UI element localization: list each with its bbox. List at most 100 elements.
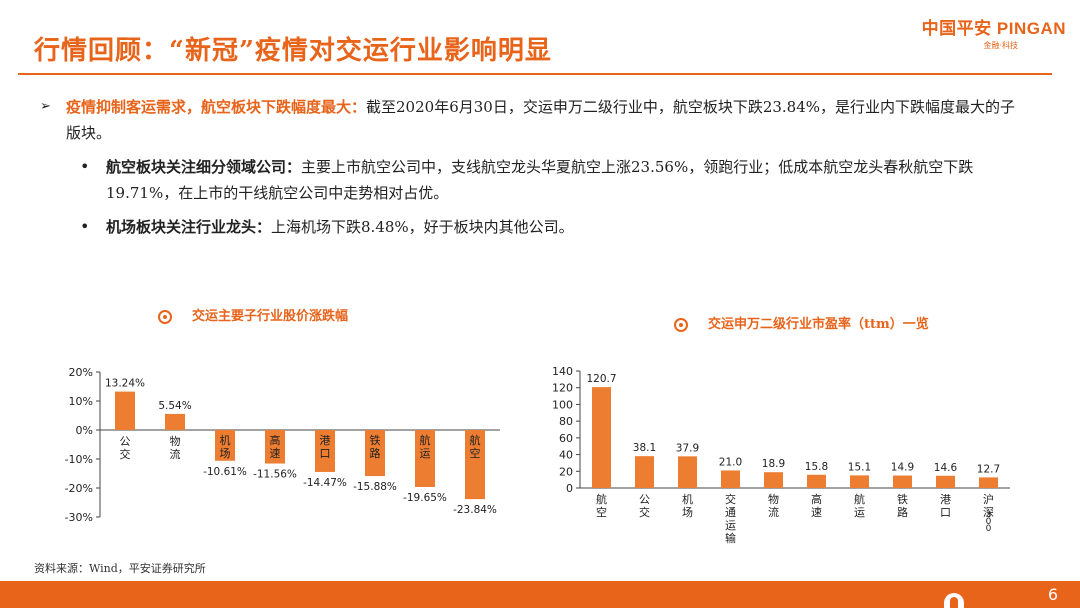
data-label: 5.54%	[158, 400, 191, 412]
x-tick-label: 运	[420, 447, 431, 460]
x-tick-label: 流	[170, 447, 181, 461]
y-tick-label: 40	[559, 449, 573, 462]
company-logo: 中国平安 PINGAN 金融·科技	[922, 14, 1066, 51]
bar	[165, 413, 185, 430]
y-tick-label: 20	[559, 465, 573, 478]
bar	[893, 475, 912, 488]
bullet-sub-1: • 航空板块关注细分领域公司：主要上市航空公司中，支线航空龙头华夏航空上涨23.…	[40, 154, 1030, 206]
x-tick-label: 航	[854, 492, 865, 506]
data-label: 15.1	[848, 461, 871, 473]
chart1-title: 交运主要子行业股价涨跌幅	[158, 305, 348, 324]
target-icon	[674, 317, 688, 332]
pingan-mark-icon	[944, 593, 964, 608]
x-tick-label: 航	[596, 492, 607, 506]
chart2-title-text: 交运申万二级行业市盈率（ttm）一览	[708, 317, 929, 332]
data-label: 14.9	[891, 462, 914, 474]
x-tick-label: 沪	[983, 492, 994, 506]
x-tick-label: 场	[220, 446, 231, 460]
data-label: -15.88%	[353, 481, 397, 493]
x-tick-label: 速	[811, 506, 822, 519]
y-tick-label: 120	[552, 382, 573, 395]
y-tick-label: 60	[559, 432, 573, 445]
y-tick-label: -10%	[65, 453, 93, 466]
bar	[115, 391, 135, 430]
x-tick-label: 口	[940, 506, 951, 519]
bar	[850, 475, 869, 488]
source-note: 资料来源：Wind，平安证券研究所	[34, 562, 206, 575]
bullet-main-heading: 疫情抑制客运需求，航空板块下跌幅度最大：	[66, 98, 367, 116]
x-tick-label: 交	[639, 505, 650, 519]
data-label: 120.7	[586, 373, 616, 385]
bullet-main-text: 截至2020年6月30日，交运申万二级行业中，航空板块下跌23.84%，是行业内…	[66, 98, 1016, 142]
y-tick-label: 10%	[69, 395, 93, 408]
x-tick-label: 场	[682, 505, 693, 519]
title-divider	[18, 73, 1052, 75]
bar	[807, 474, 826, 488]
x-tick-label: 港	[940, 493, 951, 506]
dot-bullet-icon: •	[80, 217, 90, 236]
bar	[315, 430, 335, 472]
y-tick-label: -30%	[65, 511, 93, 524]
page-number: 6	[1047, 585, 1058, 604]
bar	[936, 475, 955, 488]
x-tick-label: 深	[983, 506, 994, 519]
summary-bullets: ➢ 疫情抑制客运需求，航空板块下跌幅度最大：截至2020年6月30日，交运申万二…	[40, 94, 1030, 240]
y-tick-label: 140	[552, 365, 573, 378]
data-label: -19.65%	[403, 492, 447, 504]
x-tick-label: 路	[370, 447, 381, 460]
y-tick-label: 100	[552, 398, 573, 411]
bullet-sub-2: • 机场板块关注行业龙头：上海机场下跌8.48%，好于板块内其他公司。	[40, 214, 1030, 240]
bullet-sub-1-text: 主要上市航空公司中，支线航空龙头华夏航空上涨23.56%，领跑行业；低成本航空龙…	[106, 158, 974, 202]
x-tick-label: 输	[725, 531, 736, 545]
x-tick-label: 0	[986, 517, 992, 527]
x-tick-label: 通	[725, 506, 736, 519]
bar	[265, 430, 285, 464]
bullet-sub-2-heading: 机场板块关注行业龙头：	[106, 218, 272, 236]
x-tick-label: 高	[811, 492, 822, 506]
dot-bullet-icon: •	[80, 157, 90, 176]
x-tick-label: 公	[639, 493, 650, 506]
x-tick-label: 速	[270, 447, 281, 460]
x-tick-label: 交	[725, 492, 736, 506]
x-tick-label: 流	[768, 505, 779, 519]
y-tick-label: -20%	[65, 482, 93, 495]
bar	[465, 430, 485, 500]
bar	[678, 456, 697, 488]
x-tick-label: 铁	[897, 493, 908, 506]
x-tick-label: 港	[320, 434, 331, 447]
x-tick-label: 物	[170, 434, 181, 448]
logo-slogan: 金融·科技	[983, 41, 1018, 50]
data-label: -11.56%	[253, 469, 297, 481]
x-tick-label: 空	[470, 446, 481, 460]
bar	[365, 430, 385, 477]
y-tick-label: 20%	[69, 366, 93, 379]
data-label: -10.61%	[203, 466, 247, 478]
bar	[979, 477, 998, 488]
data-label: 21.0	[719, 456, 742, 468]
x-tick-label: 运	[854, 506, 865, 519]
data-label: 37.9	[676, 442, 699, 454]
data-label: 18.9	[762, 458, 785, 470]
change-bar-chart: 20% 10% 0% -10% -20% -30% 13.24% 公交 5.54% 物流 -10.6…	[65, 366, 500, 524]
bar	[215, 430, 235, 461]
bullet-main: ➢ 疫情抑制客运需求，航空板块下跌幅度最大：截至2020年6月30日，交运申万二…	[40, 94, 1030, 146]
data-label: 12.7	[977, 463, 1000, 475]
data-label: 38.1	[633, 442, 656, 454]
target-icon	[158, 309, 172, 324]
chart2-title: 交运申万二级行业市盈率（ttm）一览	[674, 313, 929, 332]
data-label: 15.8	[805, 461, 828, 473]
x-tick-label: 口	[320, 447, 331, 460]
x-tick-label: 运	[725, 519, 736, 532]
logo-wordmark: 中国平安 PINGAN	[921, 19, 1066, 38]
arrow-bullet-icon: ➢	[40, 99, 51, 114]
x-tick-label: 高	[270, 433, 281, 447]
x-tick-label: 机	[682, 492, 693, 506]
bar	[592, 387, 611, 488]
y-tick-label: 80	[559, 415, 573, 428]
bar	[764, 472, 783, 488]
y-tick-label: 0	[566, 482, 573, 495]
x-tick-label: 铁	[370, 434, 381, 447]
bar	[635, 456, 654, 488]
x-tick-label: 0	[986, 524, 992, 534]
data-label: -14.47%	[303, 477, 347, 489]
